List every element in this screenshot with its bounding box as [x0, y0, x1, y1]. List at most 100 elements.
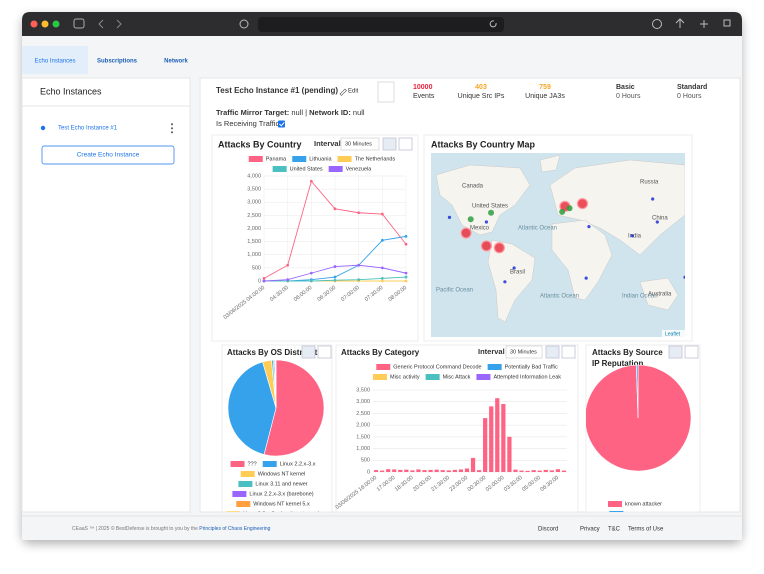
- tab[interactable]: Subscriptions: [97, 59, 138, 65]
- edit-icon[interactable]: [339, 88, 347, 96]
- maximize[interactable]: [52, 20, 60, 28]
- point: [286, 278, 290, 282]
- footer-text: CEaaS ™ | 2025 © BestDefense is brought …: [72, 525, 271, 532]
- point: [404, 271, 408, 275]
- map-marker: [683, 275, 685, 279]
- toolbar-icons[interactable]: [675, 18, 731, 28]
- interval-select[interactable]: [505, 345, 543, 359]
- y-tick-label: 4,000: [247, 173, 261, 179]
- y-tick-label: 500: [361, 458, 370, 464]
- bar: [501, 404, 506, 472]
- bar: [543, 469, 548, 472]
- legend-label: known attacker: [625, 501, 662, 507]
- table-toggle[interactable]: [398, 137, 413, 151]
- point: [309, 179, 313, 183]
- bar: [507, 436, 512, 472]
- instance-link[interactable]: Test Echo Instance #1: [58, 126, 118, 132]
- legend-swatch: [337, 156, 352, 162]
- footer-link[interactable]: Principles of Chaos Engineering: [199, 526, 270, 532]
- interval-value[interactable]: 30 Minutes: [510, 349, 537, 355]
- reload[interactable]: [489, 20, 497, 28]
- footer-link[interactable]: Privacy: [580, 527, 600, 533]
- map: Canada United States Mexico Brasil Russi…: [431, 153, 685, 337]
- close[interactable]: [30, 20, 38, 28]
- point: [357, 278, 361, 282]
- checkbox[interactable]: [278, 120, 285, 128]
- y-tick-label: 2,000: [356, 423, 370, 429]
- value: null: [353, 108, 365, 117]
- card: [211, 134, 419, 342]
- legend-swatch: [608, 501, 622, 507]
- map-marker: [467, 216, 474, 223]
- create-button[interactable]: [41, 145, 175, 165]
- map-label: Atlantic Ocean: [540, 294, 579, 300]
- legend-label: Linux 2.2.x-3.x (barebone): [249, 491, 313, 497]
- shield[interactable]: [239, 19, 249, 29]
- chart-toggle[interactable]: [301, 345, 316, 359]
- map-label: United States: [472, 204, 508, 210]
- map-label: India: [628, 234, 642, 240]
- point: [380, 238, 384, 242]
- attribution[interactable]: Leaflet: [665, 331, 681, 337]
- bar: [392, 469, 397, 472]
- y-tick-label: 1,500: [247, 239, 261, 245]
- point: [333, 207, 337, 211]
- bar: [495, 398, 500, 472]
- pie-slice: [263, 359, 325, 457]
- interval-value[interactable]: 30 Minutes: [345, 141, 372, 147]
- table-toggle[interactable]: [561, 345, 576, 359]
- bar: [386, 469, 391, 472]
- chart-toggle[interactable]: [668, 345, 683, 359]
- tab[interactable]: Echo Instances: [34, 59, 75, 65]
- nav-arrows[interactable]: [98, 19, 122, 29]
- legend-label: Venezuela: [346, 166, 373, 172]
- create-button-label[interactable]: Create Echo Instance: [77, 152, 140, 159]
- footer-link[interactable]: Terms of Use: [628, 527, 664, 533]
- map-label: Canada: [462, 184, 484, 190]
- traffic-info: Traffic Mirror Target: null | Network ID…: [216, 108, 365, 117]
- point: [333, 278, 337, 282]
- bar: [446, 470, 451, 472]
- address-bar[interactable]: [258, 17, 504, 32]
- label: Traffic Mirror Target:: [216, 108, 289, 117]
- tab-active[interactable]: [22, 46, 88, 74]
- point: [357, 211, 361, 215]
- legend-label: Potentially Bad Traffic: [505, 364, 558, 370]
- chart-toggle[interactable]: [545, 345, 560, 359]
- interval-select[interactable]: [340, 137, 380, 151]
- legend-swatch: [425, 374, 440, 380]
- table-toggle[interactable]: [684, 345, 699, 359]
- sidebar-title: Echo Instances: [40, 86, 102, 96]
- edit-button[interactable]: Edit: [348, 89, 359, 95]
- bar: [476, 470, 482, 472]
- map-label: Mexico: [470, 226, 490, 232]
- footer-link[interactable]: T&C: [608, 527, 621, 533]
- legend-swatch: [476, 374, 491, 380]
- pie-slice: [275, 359, 277, 409]
- map-marker: [447, 215, 452, 219]
- sidebar-button[interactable]: [73, 18, 85, 29]
- bar: [561, 470, 567, 472]
- chart-toggle[interactable]: [382, 137, 397, 151]
- y-tick-label: 500: [252, 265, 261, 271]
- legend-swatch: [376, 364, 391, 370]
- land: [549, 159, 685, 256]
- point: [404, 234, 408, 238]
- legend-label: Windows NT kernel: [258, 471, 306, 477]
- land: [539, 154, 561, 173]
- divider-box: [377, 81, 395, 103]
- bar: [398, 469, 403, 472]
- land: [551, 219, 613, 301]
- minimize[interactable]: [41, 20, 49, 28]
- table-toggle[interactable]: [317, 345, 332, 359]
- tab[interactable]: Network: [164, 59, 188, 65]
- point: [404, 275, 408, 279]
- legend-swatch: [232, 491, 247, 497]
- chart-title: Attacks By Source IP Reputation: [592, 348, 663, 368]
- footer-link[interactable]: Discord: [538, 527, 558, 533]
- value: null: [291, 108, 303, 117]
- map-label: China: [652, 216, 668, 222]
- map-marker: [493, 242, 505, 254]
- downloads[interactable]: [652, 19, 662, 29]
